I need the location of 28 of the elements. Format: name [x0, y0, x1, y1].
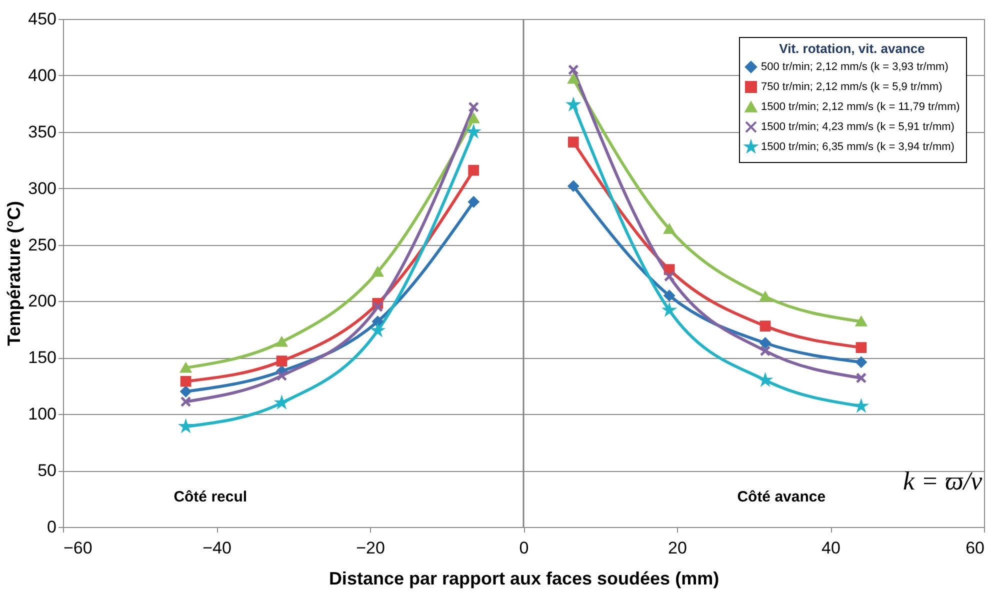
x-tick-label: −40 [202, 538, 232, 558]
x-tick-label: −60 [64, 538, 92, 558]
x-tick-label: 60 [966, 538, 984, 558]
legend-label: 500 tr/min; 2,12 mm/s (k = 3,93 tr/mm) [761, 61, 948, 73]
y-tick-label: 400 [28, 66, 56, 85]
x-tick-label: 40 [822, 538, 840, 558]
x-tick-label: 0 [519, 538, 529, 558]
y-tick-label: 450 [28, 10, 56, 28]
y-tick-label: 150 [28, 348, 56, 368]
y-tick-label: 300 [28, 178, 56, 198]
y-tick-label: 350 [28, 122, 56, 142]
x-tick-label: −20 [356, 538, 385, 558]
y-tick-label: 0 [47, 518, 56, 536]
y-tick-label: 50 [38, 461, 56, 480]
legend-label: 750 tr/min; 2,12 mm/s (k = 5,9 tr/mm) [761, 81, 942, 93]
x-axis-title: Distance par rapport aux faces soudées (mm) [328, 568, 720, 588]
legend-label: 1500 tr/min; 4,23 mm/s (k = 5,91 tr/mm) [761, 121, 954, 133]
legend-label: 1500 tr/min; 6,35 mm/s (k = 3,94 tr/mm) [761, 141, 954, 153]
legend-title: Vit. rotation, vit. avance [779, 41, 925, 56]
y-tick-label: 100 [28, 404, 56, 424]
y-axis-title: Température (°C) [4, 201, 24, 346]
y-tick-label: 250 [28, 235, 56, 254]
annotation: Côté avance [737, 488, 826, 506]
annotation: Côté recul [174, 488, 248, 506]
x-tick-label: 20 [668, 538, 687, 558]
annotation: k = ϖ/v [902, 466, 983, 496]
y-tick-label: 200 [28, 292, 56, 311]
legend-label: 1500 tr/min; 2,12 mm/s (k = 11,79 tr/mm) [761, 101, 960, 113]
